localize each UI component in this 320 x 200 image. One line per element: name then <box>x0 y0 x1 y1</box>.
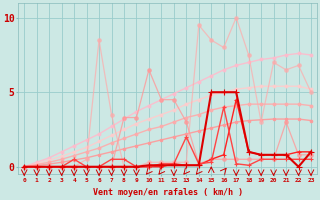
X-axis label: Vent moyen/en rafales ( km/h ): Vent moyen/en rafales ( km/h ) <box>92 188 243 197</box>
